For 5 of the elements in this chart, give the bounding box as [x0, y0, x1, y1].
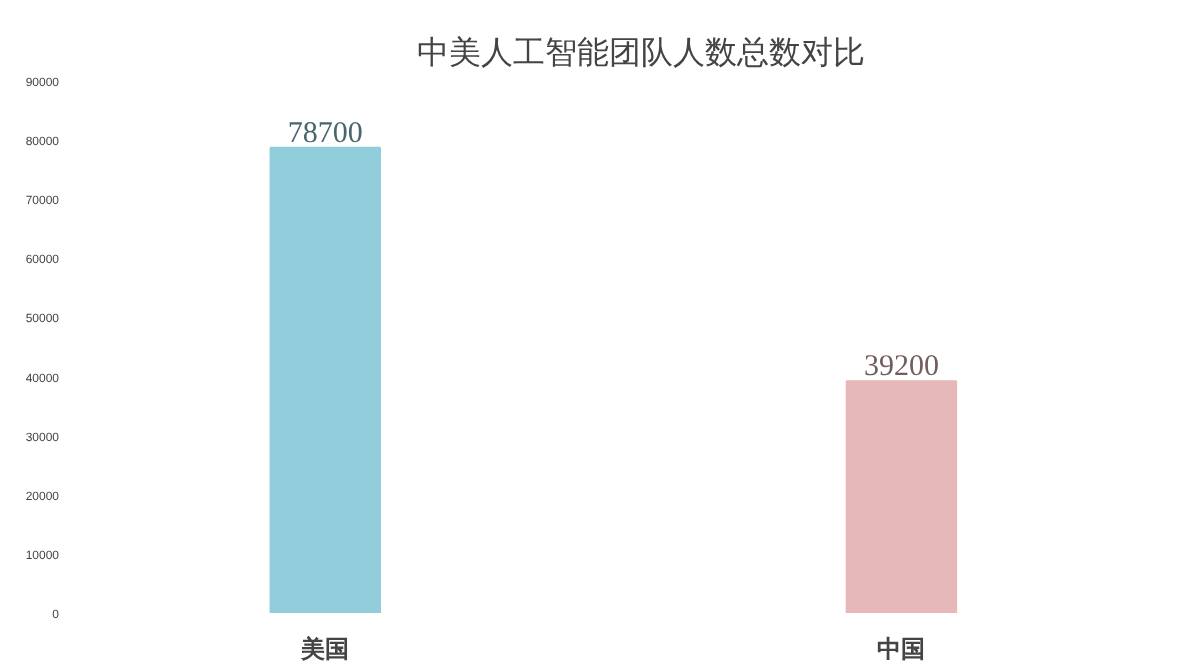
data-label: 39200 [863, 351, 939, 384]
data-label: 78700 [287, 117, 363, 150]
x-tick-label: 中国 [877, 635, 926, 663]
chart-title: 中美人工智能团队人数总数对比 [417, 33, 865, 71]
x-tick-label: 美国 [299, 635, 350, 663]
